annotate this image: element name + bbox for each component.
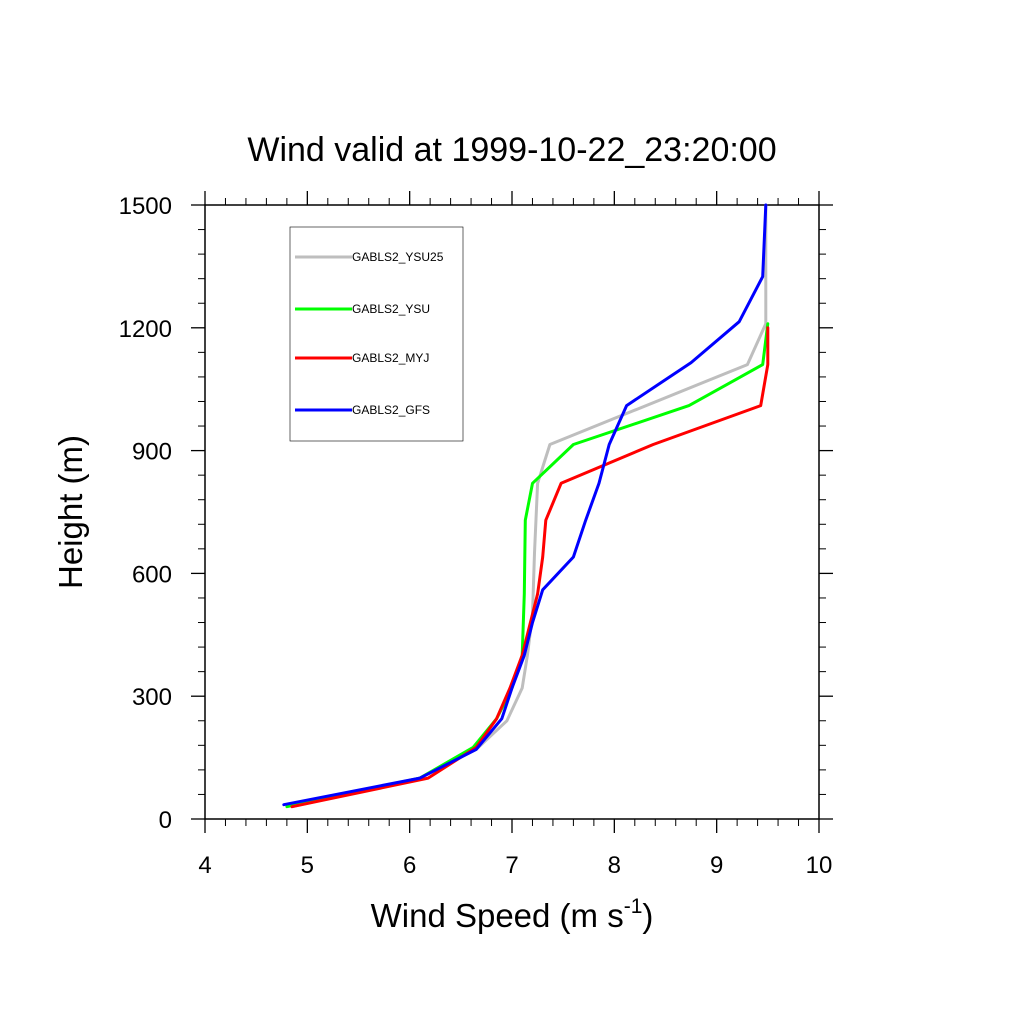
y-tick-label: 300 [132,684,172,711]
series-lines [282,203,770,809]
y-axis-label: Height (m) [52,435,89,589]
x-axis-label-superscript: -1 [624,895,643,918]
y-tick-label: 900 [132,439,172,466]
legend-label-gabls2-gfs: GABLS2_GFS [352,403,430,417]
series-line-gabls2-ysu [285,322,770,809]
chart-title: Wind valid at 1999-10-22_23:20:00 [247,131,776,169]
x-tick-label: 10 [806,852,833,879]
legend-label-gabls2-ysu25: GABLS2_YSU25 [352,250,444,264]
minor-ticks [198,198,826,826]
x-tick-label: 6 [403,852,416,879]
x-axis-label-end: ) [642,897,653,934]
y-tick-label: 1200 [119,316,172,343]
x-tick-label: 7 [505,852,518,879]
y-tick-label: 600 [132,561,172,588]
series-line-gabls2-myj [290,326,770,809]
series-line-gabls2-gfs [282,203,768,807]
legend-label-gabls2-myj: GABLS2_MYJ [352,351,429,365]
y-tick-label: 1500 [119,193,172,220]
legend-box [289,226,464,442]
x-tick-labels: 4 5 6 7 8 9 10 [198,852,832,879]
y-tick-labels: 0 300 600 900 1200 1500 [119,193,172,834]
x-axis-label-main: Wind Speed (m s [371,897,624,934]
y-tick-label: 0 [159,807,172,834]
x-tick-label: 8 [608,852,621,879]
x-axis-label: Wind Speed (m s-1) [371,895,654,934]
legend-label-gabls2-ysu: GABLS2_YSU [352,302,430,316]
x-tick-label: 5 [301,852,314,879]
legend: GABLS2_YSU25 GABLS2_YSU GABLS2_MYJ GABLS2_G… [289,226,464,442]
x-tick-label: 4 [198,852,211,879]
x-tick-label: 9 [710,852,723,879]
major-ticks [191,191,833,833]
